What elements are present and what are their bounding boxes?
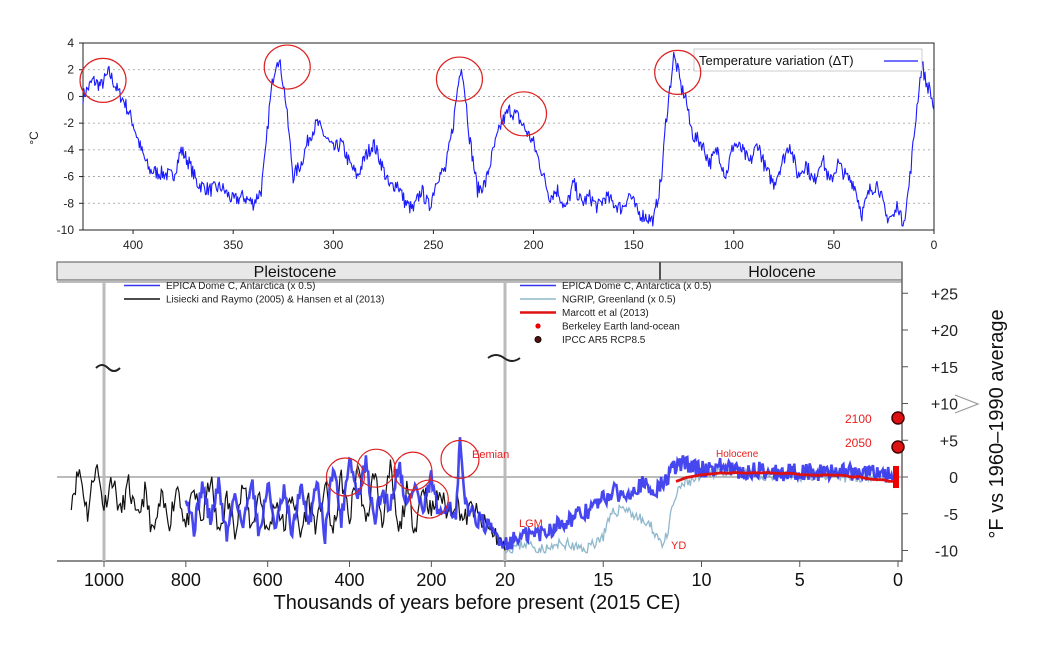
legend-right-item-label: Marcott et al (2013) [562, 308, 649, 319]
top-temperature-chart: 420-2-4-6-8-10 400 350 300 250 200 150 100 50 0 … [27, 36, 938, 252]
top-y-axis: 4 2 0 -2 -4 -6 -8 -10 [57, 36, 83, 237]
bottom-x-tick-label: 800 [171, 570, 201, 590]
series-marcott-line [675, 471, 895, 483]
top-y-tick-label: -10 [57, 223, 75, 237]
projection-2100-marker [891, 411, 905, 425]
bottom-x-tick-label: 15 [593, 570, 613, 590]
legend-right-item-label: IPCC AR5 RCP8.5 [562, 335, 646, 346]
bottom-x-tick-label: 20 [495, 570, 515, 590]
top-x-axis: 400 350 300 250 200 150 100 50 0 [123, 230, 938, 252]
top-x-tick-label: 350 [223, 238, 243, 252]
top-x-tick-label: 50 [827, 238, 841, 252]
bottom-x-axis-label: Thousands of years before present (2015 … [274, 592, 681, 614]
bottom-peak-markers [325, 439, 480, 519]
axis-callout-arrow [954, 394, 980, 414]
legend-left-item-label: Lisiecki and Raymo (2005) & Hansen et al… [166, 295, 384, 306]
bottom-y-axis: +25 +20 +15 +10 +5 0 -5 -10 [902, 286, 958, 561]
annotation-eemian: Eemian [472, 449, 509, 461]
annotation-lgm: LGM [519, 518, 543, 530]
bottom-x-tick-label: 10 [691, 570, 711, 590]
top-x-tick-label: 200 [524, 238, 544, 252]
legend-right-item-label: EPICA Dome C, Antarctica (x 0.5) [562, 281, 712, 292]
bottom-y-tick-label: 0 [949, 470, 958, 487]
annotation-holocene: Holocene [716, 449, 759, 460]
top-peak-circle [263, 44, 311, 90]
bottom-x-tick-label: 0 [893, 570, 903, 590]
top-peak-circle [654, 49, 702, 95]
top-y-tick-label: -8 [63, 196, 74, 210]
top-x-tick-label: 150 [624, 238, 644, 252]
bottom-peak-circle [356, 448, 396, 488]
top-peak-markers [79, 44, 702, 137]
legend-right-item-label: NGRIP, Greenland (x 0.5) [562, 295, 676, 306]
bottom-legend-right: EPICA Dome C, Antarctica (x 0.5) NGRIP, G… [520, 281, 712, 346]
legend-right-item-label: Berkeley Earth land-ocean [562, 322, 680, 333]
top-y-axis-label: °C [27, 131, 41, 145]
top-peak-circle [79, 57, 127, 104]
period-pleistocene: Pleistocene [254, 264, 337, 281]
top-y-tick-label: -2 [63, 116, 74, 130]
top-legend-label: Temperature variation (ΔT) [699, 53, 854, 68]
legend-right-item-swatch [534, 336, 542, 343]
bottom-x-tick-label: 5 [795, 570, 805, 590]
series-berkeley-earth-mark [893, 465, 899, 489]
bottom-x-tick-label: 400 [334, 570, 364, 590]
top-x-tick-label: 300 [323, 238, 343, 252]
top-y-tick-label: 4 [67, 36, 74, 50]
period-holocene: Holocene [748, 264, 816, 281]
bottom-x-tick-label: 200 [416, 570, 446, 590]
bottom-temperature-chart: Pleistocene Holocene +25 +20 +15 +10 +5 0 -5 -1… [56, 261, 1020, 614]
top-legend-box [693, 48, 923, 72]
annotation-yd: YD [671, 540, 686, 552]
top-y-tick-label: 2 [67, 63, 74, 77]
bottom-peak-circle [440, 439, 480, 479]
top-series-line [82, 51, 935, 227]
bottom-y-axis-label: °F vs 1960–1990 average [986, 309, 1008, 538]
bottom-panel-background [57, 262, 1020, 614]
top-x-tick-label: 250 [423, 238, 443, 252]
annotation-2050: 2050 [845, 436, 872, 450]
bottom-peak-circle [409, 479, 449, 519]
legend-right-item-swatch [535, 323, 541, 329]
bottom-y-tick-label: +15 [931, 360, 958, 377]
bottom-peak-circle [325, 457, 366, 497]
top-peak-circle [435, 56, 484, 102]
top-y-tick-label: -6 [63, 170, 74, 184]
bottom-x-tick-label: 1000 [84, 570, 124, 590]
bottom-y-tick-label: +5 [940, 433, 958, 450]
break-squiggle-right [487, 354, 521, 362]
projection-2050-marker [891, 440, 905, 454]
break-squiggle-left [95, 364, 121, 372]
bottom-x-axis: 1000 800 600 400 200 20 15 10 5 0 [84, 561, 903, 590]
top-legend: Temperature variation (ΔT) [693, 48, 923, 72]
series-lisiecki-raymo-line [70, 459, 506, 551]
top-x-tick-label: 400 [123, 238, 143, 252]
bottom-y-tick-label: +10 [931, 397, 958, 414]
series-epica-line [184, 437, 899, 551]
top-x-tick-label: 100 [724, 238, 744, 252]
top-y-tick-label: 0 [67, 89, 74, 103]
bottom-x-tick-label: 600 [253, 570, 283, 590]
bottom-y-tick-label: +25 [931, 286, 958, 303]
bottom-y-tick-label: -5 [944, 507, 958, 524]
legend-left-item-label: EPICA Dome C, Antarctica (x 0.5) [166, 281, 316, 292]
top-plot-frame [82, 42, 935, 231]
annotation-2100: 2100 [845, 412, 872, 426]
bottom-legend-left: EPICA Dome C, Antarctica (x 0.5) Lisiecki… [124, 281, 384, 306]
top-x-tick-label: 0 [931, 238, 938, 252]
top-peak-circle [499, 91, 548, 137]
bottom-y-tick-label: -10 [935, 544, 958, 561]
bottom-series [70, 437, 899, 554]
top-y-tick-label: -4 [63, 143, 74, 157]
bottom-y-tick-label: +20 [931, 323, 958, 340]
